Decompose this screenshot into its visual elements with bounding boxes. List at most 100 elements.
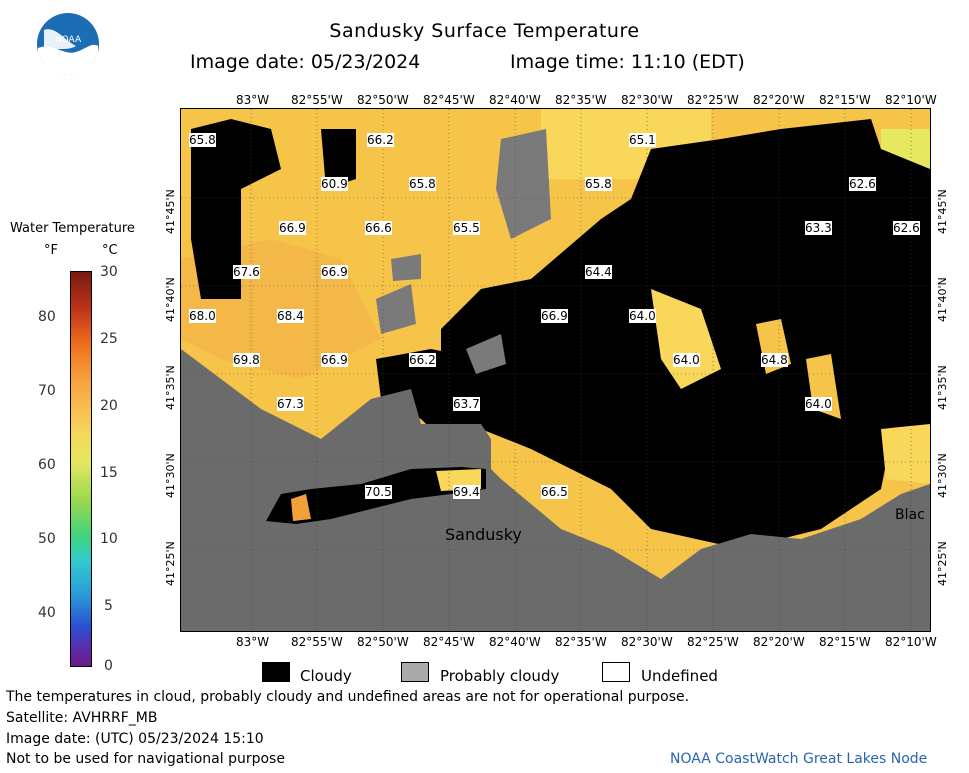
cloudy-swatch — [262, 662, 290, 682]
colorbar — [70, 271, 92, 667]
temp-label: 68.0 — [189, 309, 216, 323]
cloud-patch-south — [376, 349, 481, 439]
temp-label: 67.3 — [277, 397, 304, 411]
disclaimer: The temperatures in cloud, probably clou… — [6, 689, 690, 705]
probably-cloudy-swatch — [401, 662, 429, 682]
probably-cloudy-patch — [496, 129, 551, 239]
nav-warning: Not to be used for navigational purpose — [6, 751, 285, 767]
unit-c: °C — [102, 243, 118, 258]
cloudy-label: Cloudy — [300, 667, 352, 685]
temp-label: 69.4 — [453, 485, 480, 499]
temp-label: 66.9 — [279, 221, 306, 235]
lon-tick: 82°10'W — [885, 635, 937, 649]
temp-label: 66.9 — [321, 265, 348, 279]
temp-label: 64.8 — [761, 353, 788, 367]
f-tick: 60 — [38, 457, 56, 473]
lon-tick: 82°15'W — [819, 93, 871, 107]
lon-tick: 82°20'W — [753, 635, 805, 649]
lon-tick: 82°50'W — [357, 93, 409, 107]
credit-link[interactable]: NOAA CoastWatch Great Lakes Node — [670, 751, 928, 767]
lon-tick: 82°35'W — [555, 93, 607, 107]
cloud-mass-west — [191, 119, 281, 299]
land-area — [181, 349, 930, 631]
lon-tick: 82°35'W — [555, 635, 607, 649]
undefined-swatch — [602, 662, 630, 682]
temp-label: 66.6 — [365, 221, 392, 235]
lat-tick: 41°35'N — [936, 365, 949, 410]
f-tick: 70 — [38, 383, 56, 399]
probably-cloudy-label: Probably cloudy — [440, 667, 560, 685]
hot-water-patch — [291, 494, 311, 521]
temp-label: 65.8 — [189, 133, 216, 147]
lon-tick: 82°45'W — [423, 635, 475, 649]
temp-label: 64.0 — [805, 397, 832, 411]
lat-tick: 41°25'N — [936, 541, 949, 586]
temp-label: 66.2 — [367, 133, 394, 147]
c-tick: 15 — [100, 465, 118, 481]
image-date-utc: Image date: (UTC) 05/23/2024 15:10 — [6, 731, 264, 747]
probably-cloudy-patch — [376, 284, 416, 334]
temp-label: 69.8 — [233, 353, 260, 367]
lat-tick: 41°45'N — [164, 189, 177, 234]
c-tick: 5 — [104, 598, 113, 614]
lat-tick: 41°45'N — [936, 189, 949, 234]
lat-tick: 41°35'N — [164, 365, 177, 410]
satellite-info: Satellite: AVHRRF_MB — [6, 710, 158, 726]
temp-label: 65.5 — [453, 221, 480, 235]
lon-tick: 82°10'W — [885, 93, 937, 107]
place-blac: Blac — [895, 507, 925, 523]
lon-tick: 83°W — [236, 93, 270, 107]
undefined-label: Undefined — [641, 667, 718, 685]
lon-tick: 82°25'W — [687, 93, 739, 107]
c-tick: 20 — [100, 398, 118, 414]
lon-tick: 83°W — [236, 635, 270, 649]
temp-label: 62.6 — [849, 177, 876, 191]
temp-label: 66.5 — [541, 485, 568, 499]
lon-tick: 82°45'W — [423, 93, 475, 107]
temp-label: 70.5 — [365, 485, 392, 499]
temp-label: 68.4 — [277, 309, 304, 323]
temp-label: 62.6 — [893, 221, 920, 235]
cloud-patch — [321, 129, 356, 189]
unit-f: °F — [44, 243, 58, 258]
probably-cloudy-patch — [391, 254, 421, 281]
c-tick: 10 — [100, 531, 118, 547]
c-tick: 25 — [100, 331, 118, 347]
lon-tick: 82°40'W — [489, 635, 541, 649]
graticule — [181, 109, 930, 631]
lon-tick: 82°30'W — [621, 93, 673, 107]
lat-tick: 41°30'N — [164, 453, 177, 498]
noaa-logo: NOAA — [36, 12, 100, 76]
temp-label: 67.6 — [233, 265, 260, 279]
f-tick: 40 — [38, 605, 56, 621]
temp-label: 66.9 — [541, 309, 568, 323]
temp-label: 64.0 — [673, 353, 700, 367]
temp-label: 64.0 — [629, 309, 656, 323]
probably-cloudy-patch — [466, 334, 506, 374]
lon-tick: 82°25'W — [687, 635, 739, 649]
temp-label: 65.8 — [409, 177, 436, 191]
lon-tick: 82°30'W — [621, 635, 673, 649]
lon-tick: 82°20'W — [753, 93, 805, 107]
lon-tick: 82°15'W — [819, 635, 871, 649]
c-tick: 30 — [100, 264, 118, 280]
lon-tick: 82°50'W — [357, 635, 409, 649]
temp-label: 65.1 — [629, 133, 656, 147]
clear-gap-east — [881, 424, 930, 484]
temp-label: 63.7 — [453, 397, 480, 411]
clear-gap — [651, 289, 721, 389]
c-tick: 0 — [104, 658, 113, 674]
temp-label: 60.9 — [321, 177, 348, 191]
place-sandusky: Sandusky — [445, 525, 522, 544]
temp-label: 64.4 — [585, 265, 612, 279]
image-time: Image time: 11:10 (EDT) — [510, 51, 745, 73]
f-tick: 50 — [38, 531, 56, 547]
lon-tick: 82°40'W — [489, 93, 541, 107]
temp-label: 66.9 — [321, 353, 348, 367]
lon-tick: 82°55'W — [291, 93, 343, 107]
temp-label: 65.8 — [585, 177, 612, 191]
colorbar-title: Water Temperature — [10, 221, 135, 236]
temperature-map: 65.8 66.2 65.1 60.9 65.8 65.8 62.6 66.9 … — [180, 108, 931, 632]
lat-tick: 41°25'N — [164, 541, 177, 586]
lat-tick: 41°30'N — [936, 453, 949, 498]
